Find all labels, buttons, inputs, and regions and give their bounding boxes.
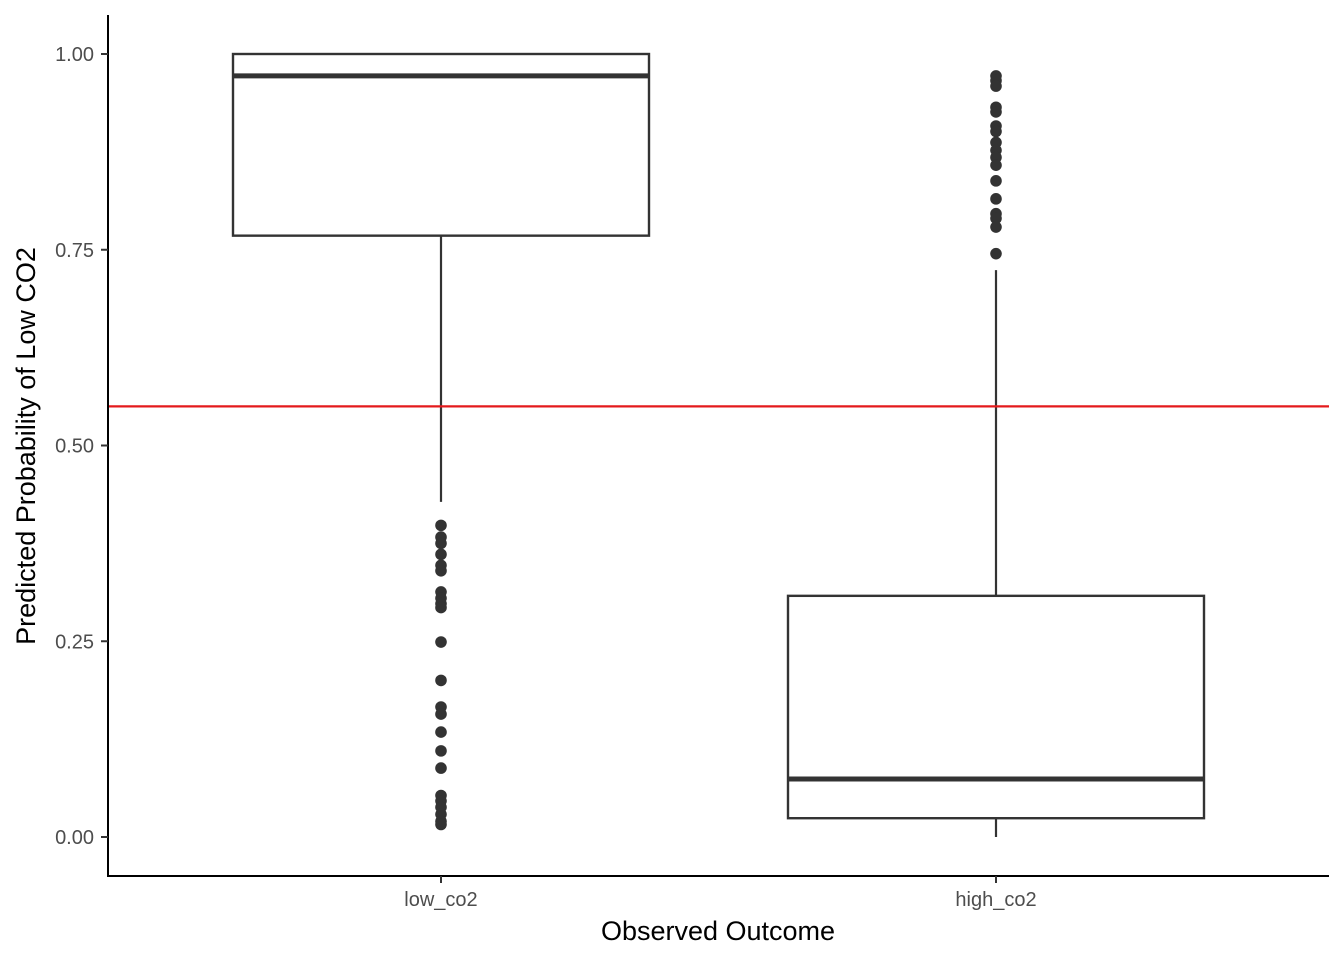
axes: 0.00 0.25 0.50 0.75 1.00 low_co2 high_co2: [55, 15, 1329, 911]
outlier-point: [435, 537, 447, 550]
outlier-point: [435, 519, 447, 532]
y-ticks: 0.00 0.25 0.50 0.75 1.00: [55, 44, 108, 849]
outlier-point: [990, 80, 1002, 92]
outlier-point: [435, 674, 447, 687]
box-group-high_co2: [786, 70, 1206, 837]
outlier-point: [990, 159, 1002, 171]
outlier-point: [990, 106, 1002, 118]
outlier-point: [435, 636, 447, 648]
outlier-point: [990, 221, 1002, 233]
outlier-point: [435, 564, 447, 577]
outlier-point: [435, 762, 447, 774]
y-tick-label: 0.50: [55, 436, 94, 458]
outlier-point: [435, 726, 447, 738]
y-tick-label: 0.00: [55, 827, 94, 849]
box-iqr: [231, 52, 651, 237]
x-tick-label: high_co2: [955, 889, 1036, 911]
outlier-point: [990, 125, 1002, 138]
box-iqr: [786, 594, 1206, 820]
x-tick-label: low_co2: [404, 889, 477, 911]
outlier-point: [435, 818, 447, 831]
outlier-point: [435, 548, 447, 561]
box-group-low_co2: [231, 52, 651, 831]
outlier-point: [435, 601, 447, 614]
plot-marks: [108, 52, 1329, 837]
y-tick-label: 1.00: [55, 44, 94, 66]
outlier-point: [435, 708, 447, 720]
outlier-point: [990, 175, 1002, 187]
outlier-point: [435, 745, 447, 757]
y-tick-label: 0.75: [55, 240, 94, 262]
x-ticks: low_co2 high_co2: [404, 876, 1037, 911]
x-axis-title: Observed Outcome: [601, 916, 835, 946]
y-axis-title: Predicted Probability of Low CO2: [11, 247, 41, 645]
outlier-point: [990, 193, 1002, 205]
outlier-point: [990, 212, 1002, 225]
y-tick-label: 0.25: [55, 631, 94, 653]
outlier-point: [990, 247, 1002, 260]
